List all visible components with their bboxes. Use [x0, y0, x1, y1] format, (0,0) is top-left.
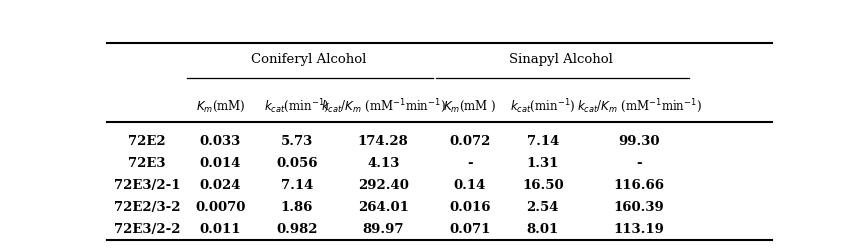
- Text: 1.86: 1.86: [281, 201, 313, 214]
- Text: 0.014: 0.014: [200, 157, 241, 170]
- Text: 0.011: 0.011: [200, 223, 241, 236]
- Text: 292.40: 292.40: [358, 179, 408, 192]
- Text: 89.97: 89.97: [362, 223, 404, 236]
- Text: 5.73: 5.73: [281, 135, 313, 148]
- Text: 8.01: 8.01: [527, 223, 559, 236]
- Text: $\mathit{k}_{cat}$(min$^{-1}$): $\mathit{k}_{cat}$(min$^{-1}$): [511, 97, 576, 115]
- Text: -: -: [467, 157, 473, 170]
- Text: Sinapyl Alcohol: Sinapyl Alcohol: [509, 53, 613, 66]
- Text: 0.024: 0.024: [200, 179, 241, 192]
- Text: $\mathit{k}_{cat}$/$\mathit{K}_{m}$ (mM$^{-1}$min$^{-1}$): $\mathit{k}_{cat}$/$\mathit{K}_{m}$ (mM$…: [577, 97, 702, 115]
- Text: 0.14: 0.14: [454, 179, 486, 192]
- Text: 99.30: 99.30: [619, 135, 660, 148]
- Text: 2.54: 2.54: [527, 201, 559, 214]
- Text: 72E3/2-2: 72E3/2-2: [114, 223, 180, 236]
- Text: 16.50: 16.50: [522, 179, 564, 192]
- Text: 160.39: 160.39: [613, 201, 665, 214]
- Text: 116.66: 116.66: [613, 179, 665, 192]
- Text: Coniferyl Alcohol: Coniferyl Alcohol: [251, 53, 366, 66]
- Text: 264.01: 264.01: [358, 201, 408, 214]
- Text: 0.072: 0.072: [449, 135, 490, 148]
- Text: 72E2/3-2: 72E2/3-2: [114, 201, 180, 214]
- Text: 72E3: 72E3: [129, 157, 166, 170]
- Text: 0.016: 0.016: [449, 201, 491, 214]
- Text: 72E2: 72E2: [129, 135, 166, 148]
- Text: 72E3/2-1: 72E3/2-1: [114, 179, 180, 192]
- Text: 174.28: 174.28: [358, 135, 408, 148]
- Text: $\mathit{k}_{cat}$(min$^{-1}$): $\mathit{k}_{cat}$(min$^{-1}$): [264, 97, 329, 115]
- Text: 1.31: 1.31: [527, 157, 559, 170]
- Text: 7.14: 7.14: [527, 135, 559, 148]
- Text: 0.033: 0.033: [200, 135, 241, 148]
- Text: 7.14: 7.14: [281, 179, 313, 192]
- Text: 113.19: 113.19: [613, 223, 665, 236]
- Text: -: -: [637, 157, 642, 170]
- Text: 0.056: 0.056: [276, 157, 317, 170]
- Text: $\mathit{k}_{cat}$/$\mathit{K}_{m}$ (mM$^{-1}$min$^{-1}$): $\mathit{k}_{cat}$/$\mathit{K}_{m}$ (mM$…: [321, 97, 445, 115]
- Text: $\mathit{K}_{m}$(mM): $\mathit{K}_{m}$(mM): [196, 98, 245, 114]
- Text: 0.0070: 0.0070: [195, 201, 245, 214]
- Text: 0.982: 0.982: [276, 223, 317, 236]
- Text: 4.13: 4.13: [367, 157, 399, 170]
- Text: 0.071: 0.071: [449, 223, 490, 236]
- Text: $\mathit{K}_{m}$(mM ): $\mathit{K}_{m}$(mM ): [443, 98, 496, 114]
